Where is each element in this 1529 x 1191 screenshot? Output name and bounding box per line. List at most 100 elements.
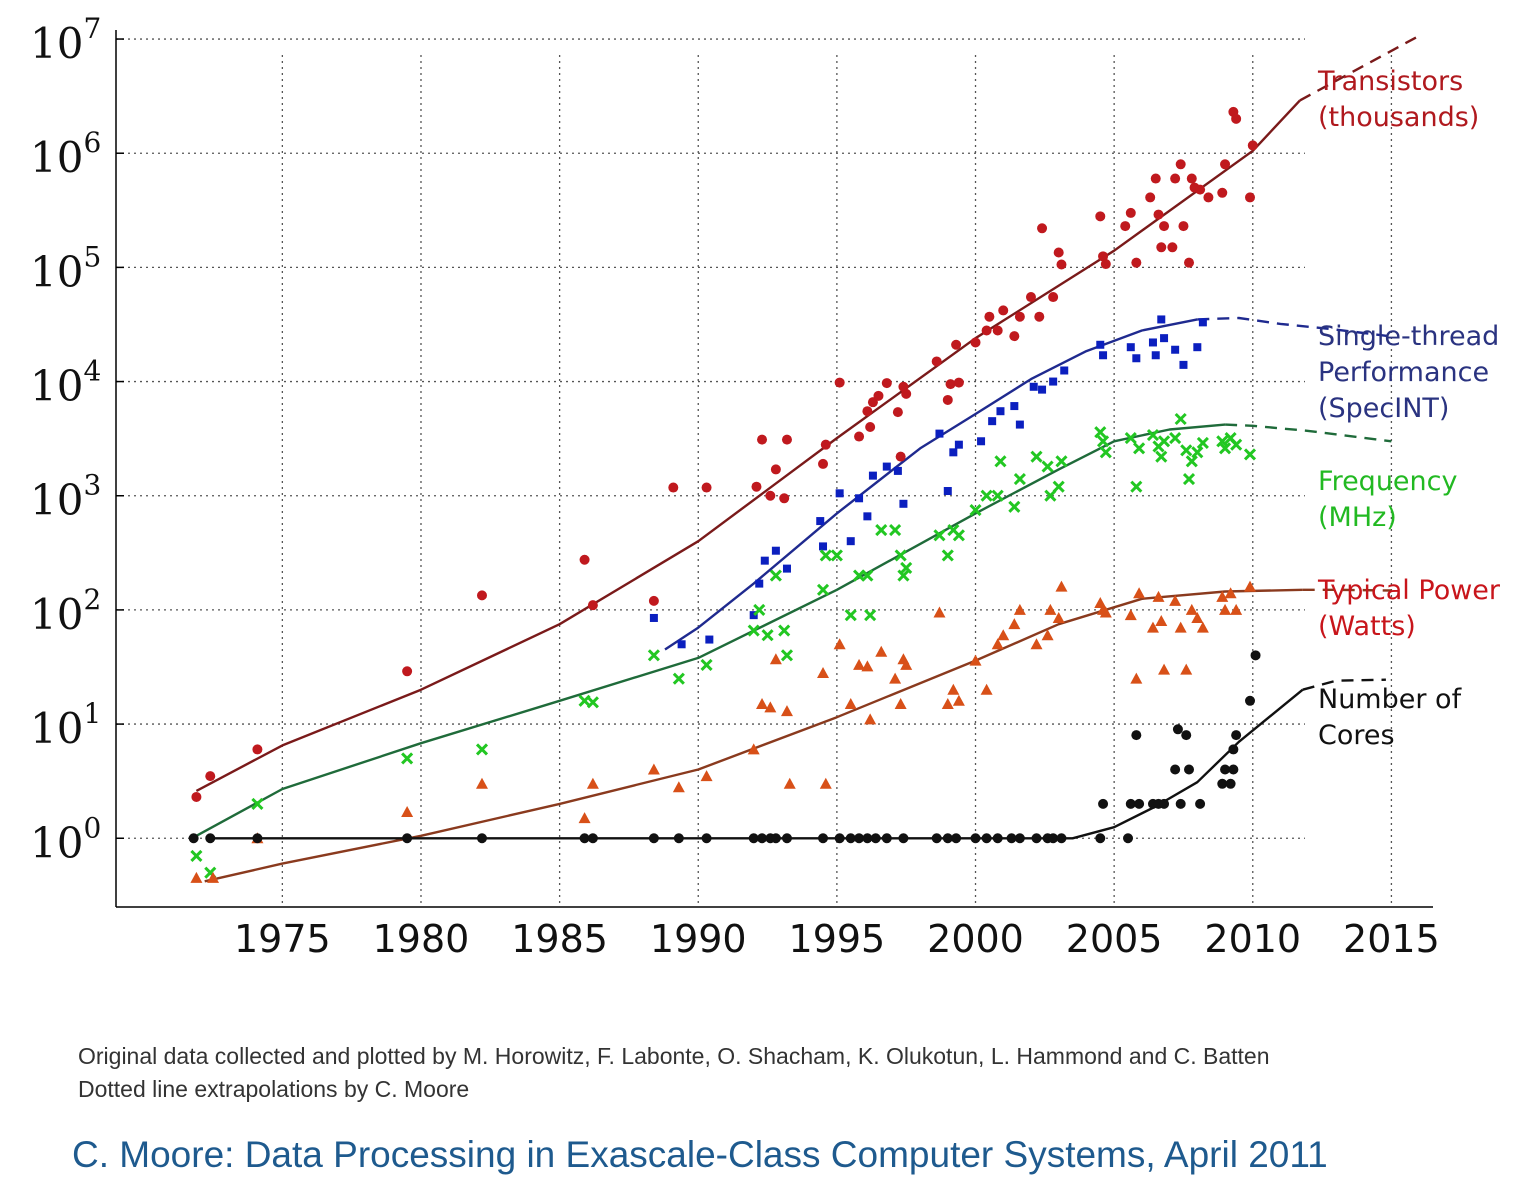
point-power xyxy=(941,697,954,709)
point-cores xyxy=(834,833,845,844)
point-transistors xyxy=(1025,292,1036,303)
point-frequency xyxy=(753,603,766,616)
point-cores xyxy=(402,833,413,844)
point-power xyxy=(1094,596,1107,608)
point-frequency xyxy=(190,849,203,863)
point-transistors xyxy=(1056,259,1067,270)
point-mark xyxy=(1013,472,1026,486)
point-transistors xyxy=(1231,113,1242,124)
point-transistors xyxy=(1186,173,1197,184)
point-mark xyxy=(1096,435,1110,448)
point-frequency xyxy=(816,583,830,596)
point-transistors xyxy=(942,394,953,405)
point-power xyxy=(764,701,777,713)
point-frequency xyxy=(889,524,902,537)
point-frequency xyxy=(1182,472,1196,486)
point-transistors xyxy=(1053,247,1064,258)
point-frequency xyxy=(1180,444,1193,457)
point-frequency xyxy=(778,624,791,637)
point-transistors xyxy=(191,791,202,802)
point-cores xyxy=(1225,778,1236,789)
point-transistors xyxy=(1170,173,1181,184)
point-power xyxy=(844,697,857,709)
point-frequency xyxy=(1044,489,1057,502)
point-cores xyxy=(970,833,981,844)
point-cores xyxy=(1220,764,1231,775)
point-frequency xyxy=(991,489,1004,502)
point-frequency xyxy=(864,609,877,622)
point-mark xyxy=(941,549,954,562)
point-power xyxy=(833,638,846,650)
point-power xyxy=(952,694,965,706)
point-transistors xyxy=(1125,207,1136,218)
y-tick-label: 103 xyxy=(30,469,101,525)
point-mark xyxy=(994,455,1007,468)
point-single_thread xyxy=(649,613,658,622)
point-frequency xyxy=(894,549,907,562)
point-power xyxy=(894,697,907,709)
point-mark xyxy=(1124,432,1137,445)
point-transistors xyxy=(205,771,216,782)
point-power xyxy=(933,606,946,618)
point-transistors xyxy=(757,434,768,445)
point-frequency xyxy=(1174,412,1187,426)
point-power xyxy=(1224,587,1237,599)
point-frequency xyxy=(1124,432,1137,445)
point-power xyxy=(747,743,760,755)
point-power xyxy=(817,667,830,679)
point-transistors xyxy=(931,356,942,367)
point-mark xyxy=(1099,446,1112,459)
point-cores xyxy=(205,833,216,844)
point-transistors xyxy=(1247,140,1258,151)
point-cores xyxy=(1031,833,1042,844)
point-frequency xyxy=(900,561,913,575)
point-single_thread xyxy=(816,517,825,526)
point-mark xyxy=(647,649,660,662)
point-single_thread xyxy=(855,494,864,503)
point-power xyxy=(997,629,1010,641)
point-transistors xyxy=(1037,223,1048,234)
point-frequency xyxy=(1041,460,1054,473)
point-frequency xyxy=(969,503,982,517)
x-tick-label: 2015 xyxy=(1343,917,1440,961)
point-mark xyxy=(747,624,760,637)
point-cores xyxy=(1195,798,1206,809)
axes xyxy=(115,30,1433,908)
point-transistors xyxy=(1153,209,1164,220)
point-mark xyxy=(991,489,1004,502)
point-transistors xyxy=(1120,221,1131,232)
point-single_thread xyxy=(1038,385,1047,394)
point-cores xyxy=(1172,724,1183,735)
label-line: Performance xyxy=(1318,357,1490,388)
point-power xyxy=(1230,603,1243,615)
point-transistors xyxy=(984,311,995,322)
x-tick-label: 1995 xyxy=(789,917,886,961)
point-transistors xyxy=(945,379,956,390)
point-mark xyxy=(1030,450,1043,463)
data-points xyxy=(188,106,1261,883)
point-cores xyxy=(757,833,768,844)
point-transistors xyxy=(970,337,981,348)
x-tick-label: 1985 xyxy=(511,917,608,961)
point-power xyxy=(1180,663,1193,675)
point-frequency xyxy=(1185,455,1198,468)
point-frequency xyxy=(994,455,1007,468)
point-cores xyxy=(587,833,598,844)
point-frequency xyxy=(1030,450,1043,463)
point-mark xyxy=(778,624,791,637)
point-cores xyxy=(770,833,781,844)
point-transistors xyxy=(648,595,659,606)
credit-line-1: Original data collected and plotted by M… xyxy=(78,1043,1270,1069)
point-power xyxy=(853,658,866,670)
point-mark xyxy=(672,672,685,685)
point-transistors xyxy=(951,339,962,350)
label-line: Frequency xyxy=(1318,466,1458,497)
point-cores xyxy=(992,833,1003,844)
point-power xyxy=(1219,603,1232,615)
point-mark xyxy=(401,752,414,765)
point-single_thread xyxy=(1029,382,1038,391)
point-mark xyxy=(1230,438,1243,451)
point-cores xyxy=(1014,833,1025,844)
point-power xyxy=(700,770,713,782)
point-mark xyxy=(947,524,960,537)
